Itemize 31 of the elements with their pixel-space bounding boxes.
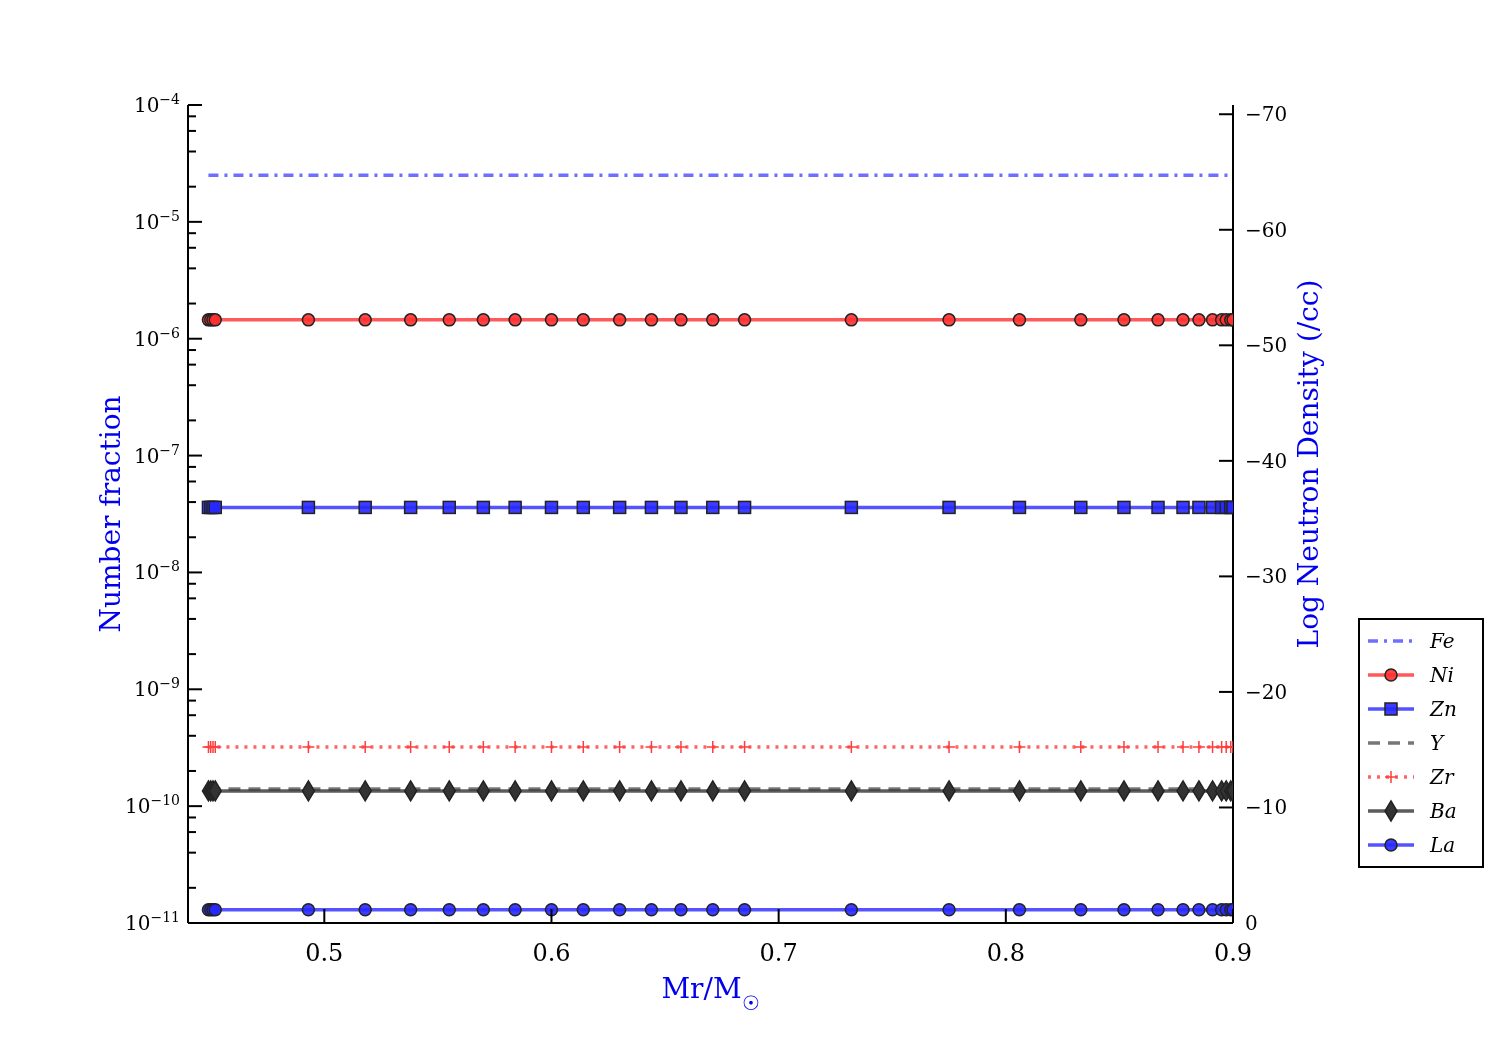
y2-tick-label: 0 <box>1245 911 1258 935</box>
x-tick-label: 0.8 <box>986 939 1025 967</box>
y2-tick-label: −60 <box>1245 217 1288 242</box>
x-tick-label: 0.9 <box>1213 939 1253 967</box>
legend-label: Y <box>1430 731 1444 755</box>
y-tick-label: 10$^{−5}$ <box>133 207 180 234</box>
legend-label: Fe <box>1430 629 1455 653</box>
y-tick-label: 10$^{−11}$ <box>125 909 180 935</box>
y2-axis-title: Log Neutron Density (/cc) <box>1292 279 1325 649</box>
legend-label: Ni <box>1430 663 1454 687</box>
legend-label: Ba <box>1430 799 1457 823</box>
x-tick-label: 0.6 <box>532 939 571 967</box>
legend-label: La <box>1430 833 1456 857</box>
y2-tick-label: −50 <box>1245 333 1288 358</box>
y-tick-label: 10$^{−6}$ <box>133 324 181 351</box>
y-tick-label: 10$^{−8}$ <box>133 558 180 585</box>
y2-tick-label: −40 <box>1245 448 1288 473</box>
y-tick-label: 10$^{−9}$ <box>133 675 180 702</box>
y2-tick-label: −70 <box>1245 102 1288 127</box>
x-axis-title: Mr/M$_{☉}$ <box>661 972 760 1015</box>
y2-tick-label: −10 <box>1245 795 1288 820</box>
legend-label: Zn <box>1430 697 1457 721</box>
x-tick-label: 0.5 <box>305 939 344 967</box>
legend-label: Zr <box>1430 765 1454 789</box>
y-tick-label: 10$^{−4}$ <box>133 91 181 117</box>
y-tick-label: 10$^{−10}$ <box>125 792 180 819</box>
x-tick-label: 0.7 <box>759 939 798 967</box>
y-axis-title: Number fraction <box>94 395 127 633</box>
y2-tick-label: −30 <box>1245 564 1288 589</box>
y-tick-label: 10$^{−7}$ <box>133 441 180 468</box>
y2-tick-label: −20 <box>1245 679 1288 704</box>
